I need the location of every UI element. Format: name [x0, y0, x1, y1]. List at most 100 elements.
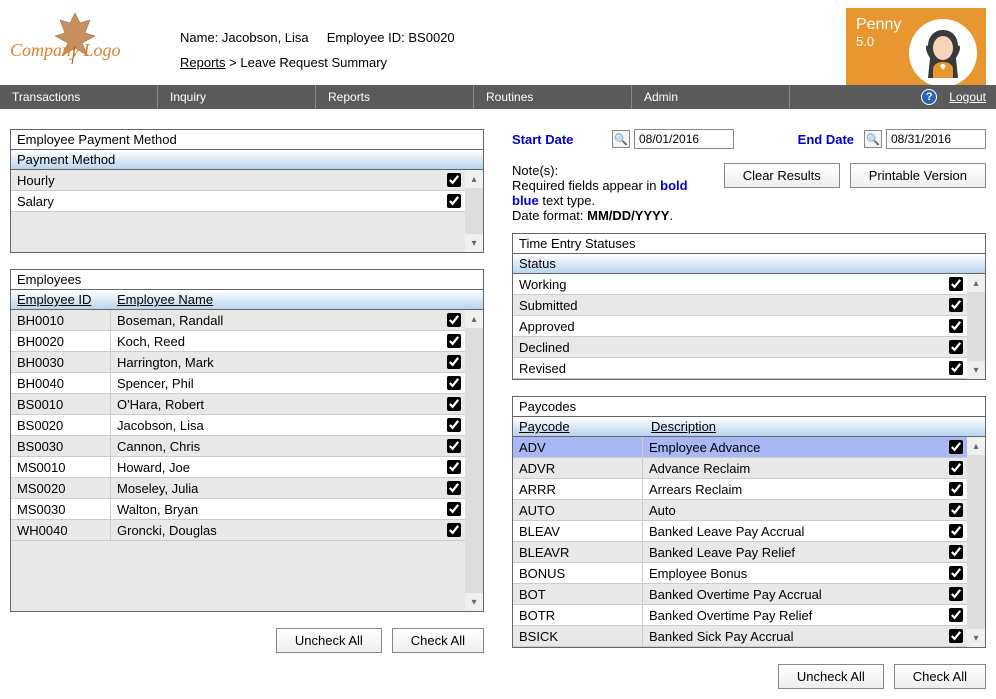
table-row[interactable]: BLEAVRBanked Leave Pay Relief [513, 542, 967, 563]
table-row[interactable]: BS0010O'Hara, Robert [11, 394, 465, 415]
table-row[interactable]: Submitted [513, 295, 967, 316]
chevron-up-icon[interactable]: ▴ [465, 310, 483, 328]
cell-name: Cannon, Chris [111, 436, 443, 456]
table-row[interactable]: Approved [513, 316, 967, 337]
row-checkbox[interactable] [949, 361, 963, 375]
table-row[interactable]: BOTBanked Overtime Pay Accrual [513, 584, 967, 605]
row-checkbox[interactable] [949, 545, 963, 559]
row-checkbox[interactable] [447, 194, 461, 208]
table-row[interactable]: Hourly [11, 170, 465, 191]
row-checkbox[interactable] [447, 334, 461, 348]
table-row[interactable]: ADVRAdvance Reclaim [513, 458, 967, 479]
scrollbar[interactable]: ▴ ▾ [967, 437, 985, 647]
row-checkbox[interactable] [949, 340, 963, 354]
chevron-up-icon[interactable]: ▴ [967, 274, 985, 292]
table-row[interactable]: BH0020Koch, Reed [11, 331, 465, 352]
table-row[interactable]: Salary [11, 191, 465, 212]
table-row[interactable]: ADVEmployee Advance [513, 437, 967, 458]
cell-desc: Advance Reclaim [643, 458, 945, 478]
table-row[interactable]: BLEAVBanked Leave Pay Accrual [513, 521, 967, 542]
row-checkbox[interactable] [949, 298, 963, 312]
row-checkbox[interactable] [949, 566, 963, 580]
chevron-down-icon[interactable]: ▾ [967, 361, 985, 379]
table-row[interactable]: BS0030Cannon, Chris [11, 436, 465, 457]
printable-version-button[interactable]: Printable Version [850, 163, 986, 188]
check-all-button[interactable]: Check All [392, 628, 484, 653]
row-checkbox[interactable] [447, 397, 461, 411]
chevron-down-icon[interactable]: ▾ [465, 593, 483, 611]
row-checkbox[interactable] [447, 460, 461, 474]
empid-value: BS0020 [408, 30, 454, 45]
table-row[interactable]: BSICKBanked Sick Pay Accrual [513, 626, 967, 647]
menu-reports[interactable]: Reports [316, 85, 474, 109]
logout-link[interactable]: Logout [949, 90, 986, 104]
scrollbar[interactable]: ▴ ▾ [465, 310, 483, 611]
row-checkbox[interactable] [447, 355, 461, 369]
search-icon[interactable]: 🔍 [612, 130, 630, 148]
row-checkbox[interactable] [447, 439, 461, 453]
help-icon[interactable]: ? [921, 89, 937, 105]
row-checkbox[interactable] [949, 461, 963, 475]
row-checkbox[interactable] [949, 503, 963, 517]
panel-title: Time Entry Statuses [513, 234, 985, 254]
table-row[interactable]: Revised [513, 358, 967, 379]
row-checkbox[interactable] [949, 608, 963, 622]
row-checkbox[interactable] [447, 173, 461, 187]
table-row[interactable]: BS0020Jacobson, Lisa [11, 415, 465, 436]
table-row[interactable]: BH0010Boseman, Randall [11, 310, 465, 331]
scrollbar[interactable]: ▴ ▾ [967, 274, 985, 379]
row-checkbox[interactable] [447, 481, 461, 495]
menu-admin[interactable]: Admin [632, 85, 790, 109]
row-checkbox[interactable] [447, 418, 461, 432]
table-row[interactable]: ARRRArrears Reclaim [513, 479, 967, 500]
chevron-down-icon[interactable]: ▾ [967, 629, 985, 647]
row-checkbox[interactable] [447, 313, 461, 327]
table-row[interactable]: Working [513, 274, 967, 295]
row-checkbox[interactable] [949, 319, 963, 333]
row-checkbox[interactable] [447, 502, 461, 516]
table-row[interactable]: BOTRBanked Overtime Pay Relief [513, 605, 967, 626]
menu-routines[interactable]: Routines [474, 85, 632, 109]
end-date-input[interactable] [886, 129, 986, 149]
row-checkbox[interactable] [447, 523, 461, 537]
clear-results-button[interactable]: Clear Results [724, 163, 840, 188]
table-row[interactable]: BH0030Harrington, Mark [11, 352, 465, 373]
statuses-panel: Time Entry Statuses Status WorkingSubmit… [512, 233, 986, 380]
chevron-down-icon[interactable]: ▾ [465, 234, 483, 252]
table-row[interactable]: Declined [513, 337, 967, 358]
row-checkbox[interactable] [949, 482, 963, 496]
row-checkbox[interactable] [949, 629, 963, 643]
table-row[interactable]: BH0040Spencer, Phil [11, 373, 465, 394]
table-row[interactable]: AUTOAuto [513, 500, 967, 521]
search-icon[interactable]: 🔍 [864, 130, 882, 148]
uncheck-all-button[interactable]: Uncheck All [276, 628, 382, 653]
col-description[interactable]: Description [651, 419, 716, 434]
breadcrumb-root[interactable]: Reports [180, 55, 226, 70]
menu-inquiry[interactable]: Inquiry [158, 85, 316, 109]
table-row[interactable]: WH0040Groncki, Douglas [11, 520, 465, 541]
start-date-input[interactable] [634, 129, 734, 149]
table-row[interactable]: MS0010Howard, Joe [11, 457, 465, 478]
row-checkbox[interactable] [949, 440, 963, 454]
table-row[interactable]: MS0030Walton, Bryan [11, 499, 465, 520]
table-row[interactable]: BONUSEmployee Bonus [513, 563, 967, 584]
row-checkbox[interactable] [949, 524, 963, 538]
cell-name: Boseman, Randall [111, 310, 443, 330]
cell-id: BS0020 [11, 415, 111, 435]
menu-transactions[interactable]: Transactions [0, 85, 158, 109]
scrollbar[interactable]: ▴ ▾ [465, 170, 483, 252]
col-paycode[interactable]: Paycode [519, 419, 651, 434]
check-all-button[interactable]: Check All [894, 664, 986, 689]
col-employee-id[interactable]: Employee ID [17, 292, 117, 307]
row-checkbox[interactable] [949, 277, 963, 291]
row-checkbox[interactable] [447, 376, 461, 390]
chevron-up-icon[interactable]: ▴ [465, 170, 483, 188]
chevron-up-icon[interactable]: ▴ [967, 437, 985, 455]
breadcrumb-leaf: Leave Request Summary [240, 55, 387, 70]
row-checkbox[interactable] [949, 587, 963, 601]
uncheck-all-button[interactable]: Uncheck All [778, 664, 884, 689]
avatar-icon [908, 18, 978, 88]
table-row[interactable]: MS0020Moseley, Julia [11, 478, 465, 499]
cell-label: Salary [11, 191, 443, 211]
col-employee-name[interactable]: Employee Name [117, 292, 213, 307]
